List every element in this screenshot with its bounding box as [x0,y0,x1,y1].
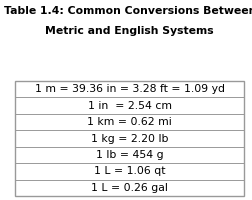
Text: Table 1.4: Common Conversions Between: Table 1.4: Common Conversions Between [4,6,252,16]
Text: 1 L = 0.26 gal: 1 L = 0.26 gal [91,183,168,193]
Text: 1 m = 39.36 in = 3.28 ft = 1.09 yd: 1 m = 39.36 in = 3.28 ft = 1.09 yd [35,84,225,94]
Text: Metric and English Systems: Metric and English Systems [45,26,214,36]
Text: 1 lb = 454 g: 1 lb = 454 g [96,150,164,160]
Text: 1 in  = 2.54 cm: 1 in = 2.54 cm [88,101,172,111]
Bar [15,81,244,196]
Text: 1 km = 0.62 mi: 1 km = 0.62 mi [87,117,172,127]
Text: 1 L = 1.06 qt: 1 L = 1.06 qt [94,166,166,176]
Text: 1 kg = 2.20 lb: 1 kg = 2.20 lb [91,134,169,144]
